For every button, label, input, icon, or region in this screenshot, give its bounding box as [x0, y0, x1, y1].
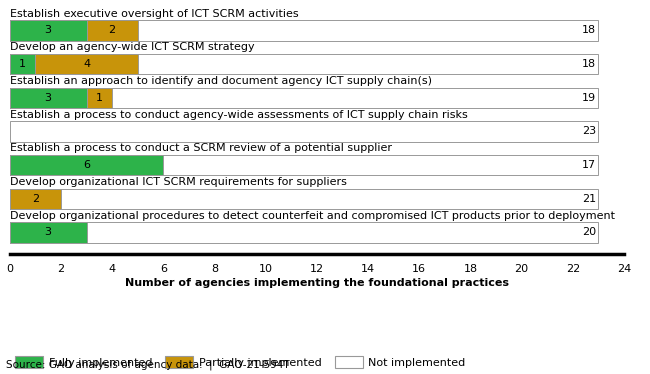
Bar: [35, 54, 138, 74]
Bar: [10, 21, 86, 41]
Bar: [10, 223, 599, 243]
Text: Establish an approach to identify and document agency ICT supply chain(s): Establish an approach to identify and do…: [10, 76, 432, 86]
Text: 1: 1: [96, 93, 103, 103]
Text: 4: 4: [83, 59, 90, 69]
Text: 3: 3: [45, 227, 51, 237]
Bar: [10, 54, 599, 74]
Text: Develop organizational procedures to detect counterfeit and compromised ICT prod: Develop organizational procedures to det…: [10, 211, 615, 221]
Text: 1: 1: [19, 59, 26, 69]
Text: 21: 21: [582, 194, 596, 204]
Text: 2: 2: [32, 194, 39, 204]
Text: 23: 23: [582, 126, 596, 137]
Bar: [10, 155, 163, 175]
Text: 20: 20: [582, 227, 596, 237]
Text: Establish a process to conduct a SCRM review of a potential supplier: Establish a process to conduct a SCRM re…: [10, 143, 392, 153]
Legend: Fully implemented, Partially implemented, Not implemented: Fully implemented, Partially implemented…: [16, 356, 465, 368]
Bar: [10, 88, 599, 108]
Bar: [10, 54, 35, 74]
Text: 19: 19: [582, 93, 596, 103]
Bar: [10, 88, 86, 108]
Bar: [10, 189, 599, 209]
Text: 17: 17: [582, 160, 596, 170]
Text: Develop an agency-wide ICT SCRM strategy: Develop an agency-wide ICT SCRM strategy: [10, 42, 254, 52]
Text: 6: 6: [83, 160, 90, 170]
Bar: [10, 223, 86, 243]
X-axis label: Number of agencies implementing the foundational practices: Number of agencies implementing the foun…: [125, 278, 509, 288]
Bar: [86, 88, 112, 108]
Text: Source: GAO analysis of agency data.  |  GAO-21-594T: Source: GAO analysis of agency data. | G…: [6, 360, 290, 370]
Bar: [10, 189, 61, 209]
Bar: [10, 122, 599, 142]
Bar: [10, 21, 599, 41]
Text: Establish a process to conduct agency-wide assessments of ICT supply chain risks: Establish a process to conduct agency-wi…: [10, 110, 467, 120]
Text: Develop organizational ICT SCRM requirements for suppliers: Develop organizational ICT SCRM requirem…: [10, 177, 346, 187]
Text: 2: 2: [109, 25, 116, 36]
Bar: [10, 155, 599, 175]
Text: 3: 3: [45, 93, 51, 103]
Text: 18: 18: [582, 25, 596, 36]
Bar: [86, 21, 138, 41]
Text: 18: 18: [582, 59, 596, 69]
Text: Establish executive oversight of ICT SCRM activities: Establish executive oversight of ICT SCR…: [10, 9, 298, 19]
Text: 3: 3: [45, 25, 51, 36]
